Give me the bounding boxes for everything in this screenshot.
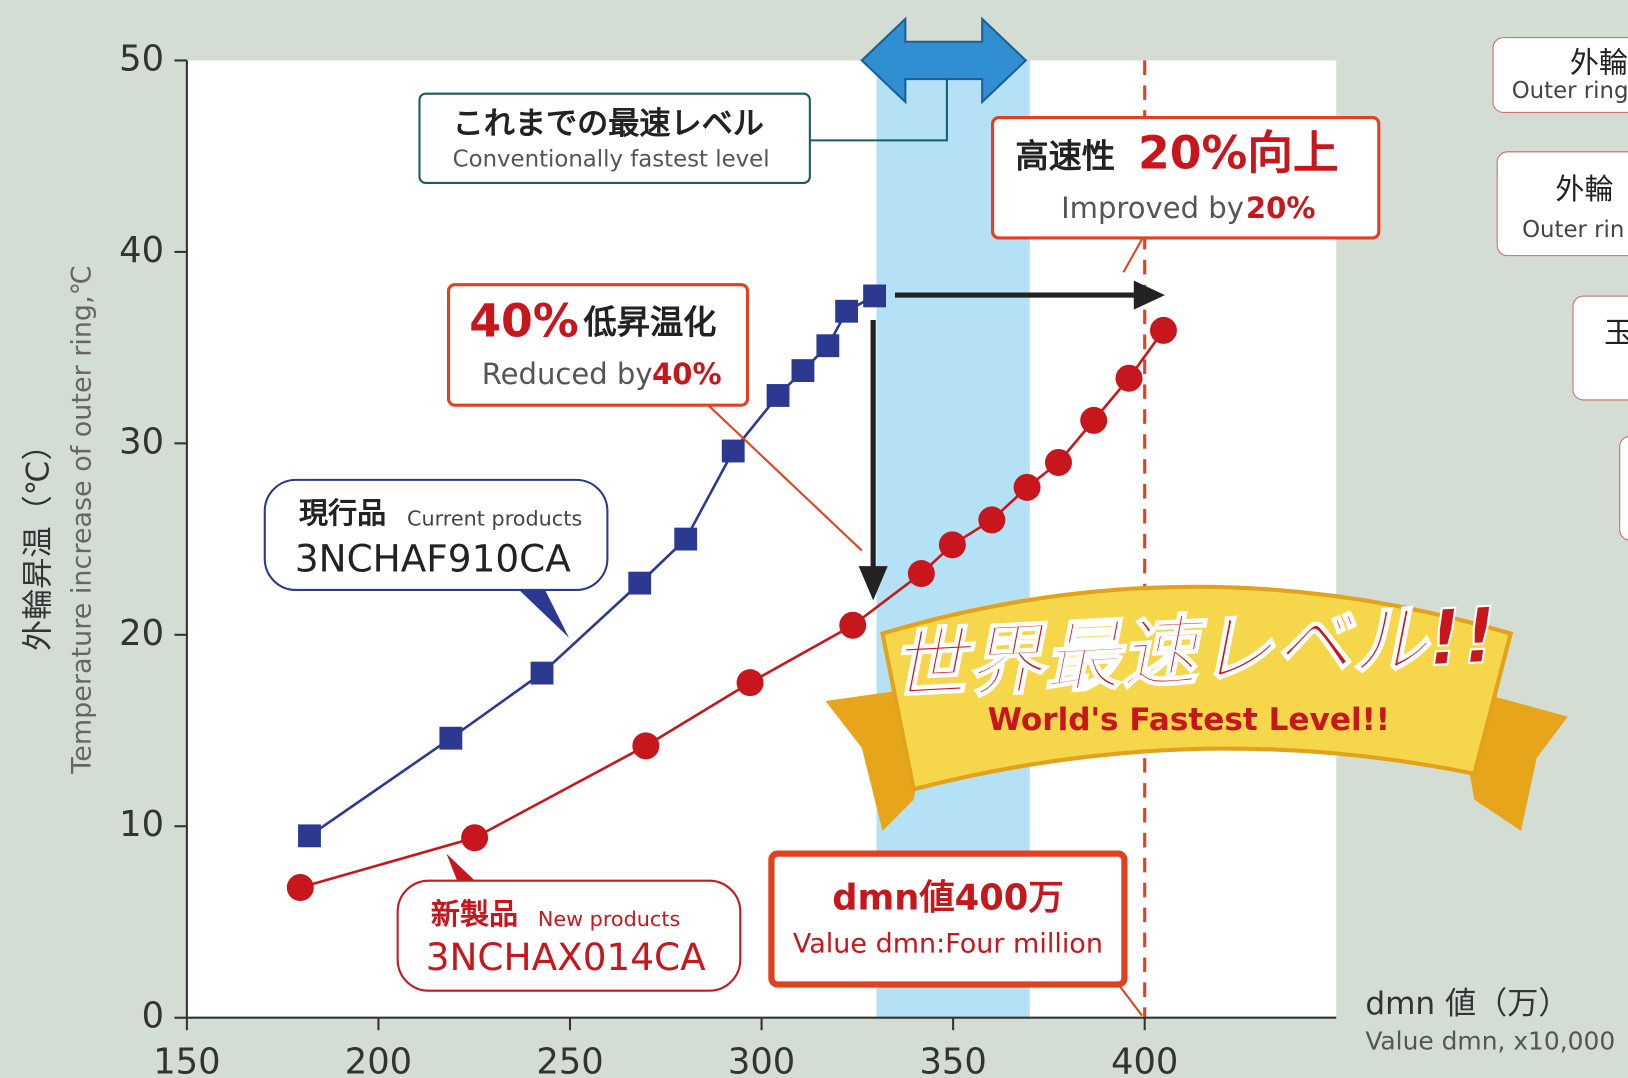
x-tick-label: 300 bbox=[728, 1041, 795, 1074]
callout-text: 20%向上 bbox=[1138, 126, 1339, 179]
chart: 0 10 20 30 40 50 150 200 250 300 350 400 これまでの最速レベル… bbox=[0, 0, 1628, 1074]
callout-box bbox=[771, 854, 1124, 985]
side-box bbox=[1620, 436, 1628, 540]
y-tick-label: 40 bbox=[119, 230, 164, 271]
marker bbox=[1045, 449, 1072, 476]
y-tick-label: 50 bbox=[119, 38, 164, 79]
callout-text: Conventionally fastest level bbox=[453, 147, 770, 173]
series-label: Current products bbox=[407, 506, 582, 530]
x-axis-title: dmn 値（万） bbox=[1365, 986, 1569, 1022]
side-text: 外輪 bbox=[1555, 172, 1613, 206]
marker bbox=[461, 824, 488, 851]
series-label: 新製品 bbox=[431, 897, 518, 931]
y-tick-label: 10 bbox=[119, 804, 164, 845]
marker bbox=[674, 528, 697, 551]
marker bbox=[298, 824, 321, 847]
side-text: Outer ring bbox=[1512, 78, 1628, 104]
marker bbox=[737, 669, 764, 696]
callout-text: Reduced by bbox=[482, 357, 653, 391]
side-text: 外輪 bbox=[1570, 46, 1628, 80]
marker bbox=[908, 560, 935, 587]
marker bbox=[439, 727, 462, 750]
marker bbox=[1115, 365, 1142, 392]
callout-text: 高速性 bbox=[1015, 137, 1115, 176]
marker bbox=[722, 440, 745, 463]
callout-text: 40% bbox=[652, 357, 722, 391]
marker bbox=[839, 612, 866, 639]
callout-text: 低昇温化 bbox=[584, 303, 717, 342]
series-label: 現行品 bbox=[299, 496, 386, 530]
marker bbox=[978, 506, 1005, 533]
marker bbox=[835, 300, 858, 323]
x-tick-label: 400 bbox=[1111, 1041, 1178, 1074]
callout-text: dmn値400万 bbox=[832, 877, 1063, 918]
page: {"chart_data":{"type":"line", "y_label":… bbox=[0, 0, 1628, 1074]
callout-text: 40% bbox=[469, 295, 578, 348]
x-tick-label: 350 bbox=[919, 1041, 986, 1074]
side-text: Outer rin bbox=[1522, 217, 1624, 243]
series-label: New products bbox=[538, 907, 680, 931]
marker bbox=[531, 662, 554, 685]
marker bbox=[1014, 474, 1041, 501]
x-axis-title: Value dmn, x10,000 bbox=[1365, 1027, 1615, 1056]
callout-text: 20% bbox=[1246, 191, 1316, 225]
y-tick-label: 30 bbox=[119, 421, 164, 462]
marker bbox=[1150, 317, 1177, 344]
callout-text: Value dmn:Four million bbox=[793, 929, 1103, 960]
marker bbox=[939, 531, 966, 558]
y-tick-label: 20 bbox=[119, 613, 164, 654]
y-axis-title: 外輪昇温（℃） bbox=[20, 429, 56, 651]
callout-text: Improved by bbox=[1061, 191, 1244, 225]
marker bbox=[863, 285, 886, 308]
y-tick-label: 0 bbox=[142, 996, 164, 1037]
marker bbox=[767, 384, 790, 407]
legend-entry: 3NCHAF910CA bbox=[295, 536, 571, 580]
callout-text: これまでの最速レベル bbox=[453, 106, 764, 142]
marker bbox=[816, 334, 839, 357]
y-axis-title: Temperature increase of outer ring,℃ bbox=[67, 265, 98, 775]
x-tick-label: 250 bbox=[536, 1041, 603, 1074]
side-text: 玉 bbox=[1604, 316, 1628, 350]
x-tick-label: 200 bbox=[345, 1041, 412, 1074]
legend-entry: 3NCHAX014CA bbox=[426, 935, 706, 979]
marker bbox=[1080, 407, 1107, 434]
marker bbox=[632, 732, 659, 759]
x-tick-label: 150 bbox=[153, 1041, 220, 1074]
marker bbox=[792, 359, 815, 382]
banner-text: World's Fastest Level!! bbox=[988, 702, 1390, 738]
marker bbox=[287, 874, 314, 901]
marker bbox=[628, 572, 651, 595]
